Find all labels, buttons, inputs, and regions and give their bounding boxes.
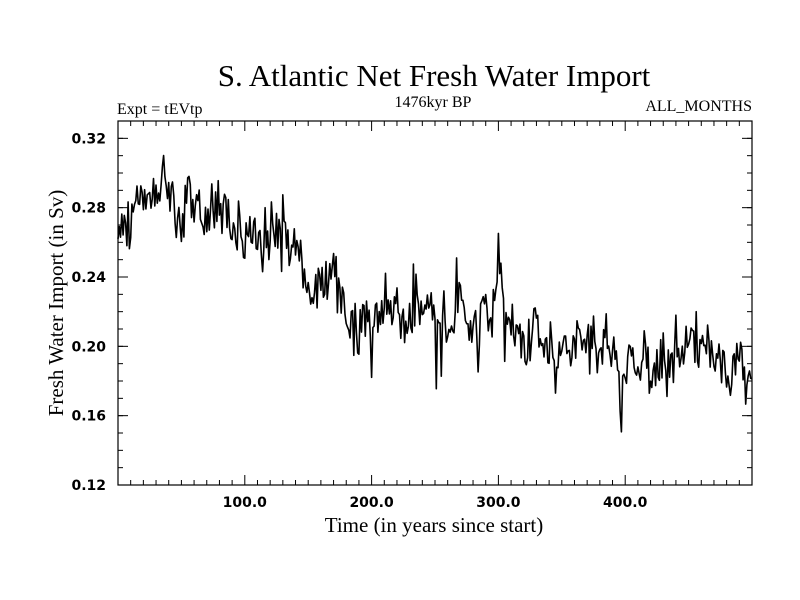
x-tick-label: 300.0	[476, 495, 521, 511]
axis-ticks: 0.12 0.16 0.20 0.24 0.28 0.32 100.0 200.0 300.0 4…	[71, 120, 752, 511]
y-tick-label: 0.16	[71, 409, 106, 425]
subtitle-period: 1476kyr BP	[395, 94, 472, 111]
x-tick-label: 200.0	[349, 495, 394, 511]
x-tick-label: 100.0	[223, 495, 268, 511]
y-tick-label: 0.12	[71, 478, 106, 494]
x-tick-label: 400.0	[603, 495, 648, 511]
subtitle-experiment: Expt = tEVtp	[117, 101, 202, 118]
y-tick-label: 0.24	[71, 270, 106, 286]
chart-title: S. Atlantic Net Fresh Water Import	[218, 58, 651, 93]
y-axis-label: Fresh Water Import (in Sv)	[44, 190, 68, 417]
series-line	[117, 154, 753, 433]
plot-frame	[117, 120, 753, 486]
y-tick-label: 0.32	[71, 131, 106, 147]
y-tick-label: 0.20	[71, 339, 106, 355]
subtitle-months: ALL_MONTHS	[645, 98, 752, 115]
x-axis-label: Time (in years since start)	[325, 513, 544, 537]
y-tick-label: 0.28	[71, 201, 106, 217]
